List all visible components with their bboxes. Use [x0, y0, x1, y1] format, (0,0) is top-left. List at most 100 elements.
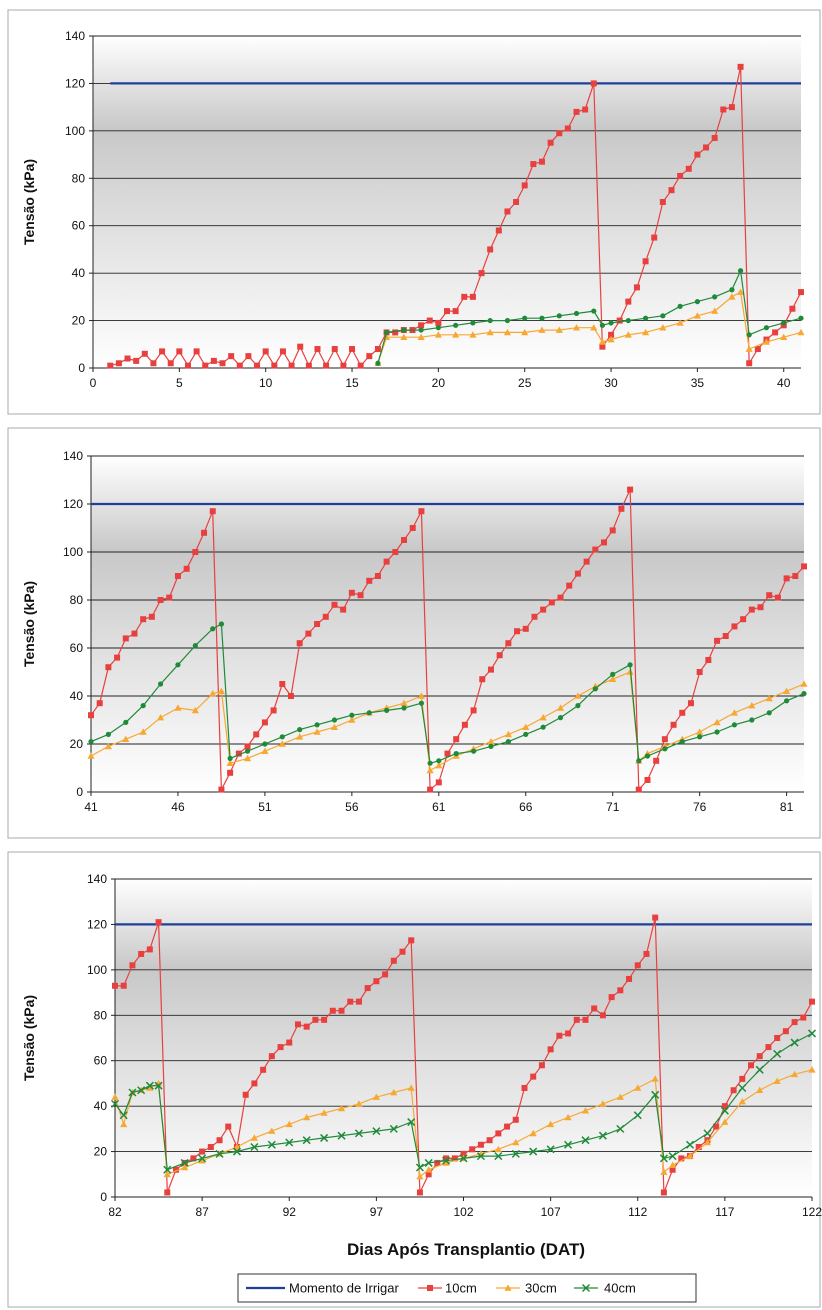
data-point [668, 1152, 677, 1161]
data-point [669, 1166, 676, 1173]
y-tick-label: 20 [72, 314, 86, 328]
data-point [286, 1039, 293, 1046]
data-point [340, 606, 347, 613]
data-point [140, 703, 146, 709]
data-point [540, 606, 547, 613]
data-point [337, 1104, 346, 1112]
data-point [756, 1053, 763, 1060]
plot-area [91, 456, 804, 792]
data-point [599, 322, 606, 328]
data-point [218, 786, 225, 793]
data-point [131, 630, 138, 637]
data-point [575, 703, 581, 709]
data-point [253, 731, 260, 738]
data-point [556, 704, 565, 711]
data-point [216, 1137, 223, 1144]
series-3 [88, 621, 807, 766]
data-point [539, 315, 545, 321]
data-point [687, 700, 694, 707]
data-point [774, 594, 781, 601]
data-point [798, 315, 804, 321]
data-point [435, 779, 442, 786]
x-tick-label: 25 [518, 376, 532, 390]
x-tick-label: 76 [693, 800, 707, 814]
data-point [722, 633, 729, 639]
data-point [495, 1130, 502, 1137]
data-point [505, 739, 511, 745]
data-point [731, 722, 738, 728]
data-point [783, 575, 790, 582]
data-point [461, 721, 468, 728]
data-point [651, 234, 658, 241]
series-line [377, 291, 802, 364]
data-point [176, 348, 183, 355]
y-tick-label: 40 [70, 689, 84, 703]
data-point [305, 362, 312, 369]
y-tick-label: 140 [65, 29, 85, 43]
data-point [400, 333, 408, 340]
data-point [773, 1049, 782, 1058]
data-point [766, 710, 772, 716]
data-point [590, 80, 597, 87]
data-point [444, 308, 450, 315]
data-point [88, 712, 94, 719]
data-point [713, 718, 721, 726]
data-point [773, 1077, 781, 1084]
data-point [340, 362, 347, 369]
data-point [781, 320, 787, 326]
data-point [495, 227, 502, 234]
data-point [305, 630, 312, 637]
y-axis-label: Tensão (kPa) [21, 581, 37, 667]
legend-label: 10cm [445, 1281, 477, 1296]
data-point [582, 106, 589, 113]
data-point [642, 315, 649, 321]
data-point [529, 1129, 537, 1137]
y-tick-label: 100 [65, 124, 85, 138]
data-point [357, 362, 364, 369]
data-point [616, 1124, 625, 1133]
data-point [469, 1146, 476, 1153]
data-point [633, 284, 640, 291]
data-point [262, 741, 268, 747]
data-point [137, 1086, 146, 1095]
data-point [338, 1007, 345, 1014]
data-point [616, 1093, 624, 1100]
data-point [436, 758, 442, 764]
data-point [530, 161, 537, 168]
data-point [459, 1154, 468, 1163]
data-point [145, 1081, 154, 1090]
data-point [190, 1155, 197, 1162]
data-point [591, 1005, 598, 1012]
chart-panel-1: 0 20 40 60 80 100 120 140 0 5 10 15 20 25 30 35 40 Tensão… [7, 9, 821, 415]
data-point [740, 616, 747, 623]
data-point [521, 328, 529, 336]
data-point [695, 1144, 702, 1151]
data-point [601, 539, 608, 546]
data-point [800, 680, 808, 687]
data-point [592, 546, 599, 553]
data-point [296, 733, 304, 740]
data-point [390, 1088, 398, 1096]
data-point [721, 1118, 729, 1125]
data-point [592, 686, 598, 692]
data-point [389, 1124, 398, 1133]
data-point [705, 657, 712, 663]
data-point [677, 303, 683, 309]
data-point [427, 760, 433, 766]
data-point [763, 325, 770, 331]
y-tick-label: 60 [70, 641, 84, 655]
x-tick-label: 46 [171, 800, 185, 814]
legend-label: 30cm [525, 1281, 557, 1296]
x-tick-label: 41 [84, 800, 98, 814]
data-point [184, 362, 191, 369]
y-tick-label: 120 [65, 76, 85, 90]
data-point [800, 1014, 807, 1021]
x-tick-label: 56 [345, 800, 359, 814]
data-point [739, 1075, 746, 1082]
data-point [228, 353, 235, 360]
data-point [163, 1165, 172, 1174]
data-point [581, 1107, 590, 1114]
data-point [267, 1140, 276, 1149]
data-point [418, 508, 425, 515]
